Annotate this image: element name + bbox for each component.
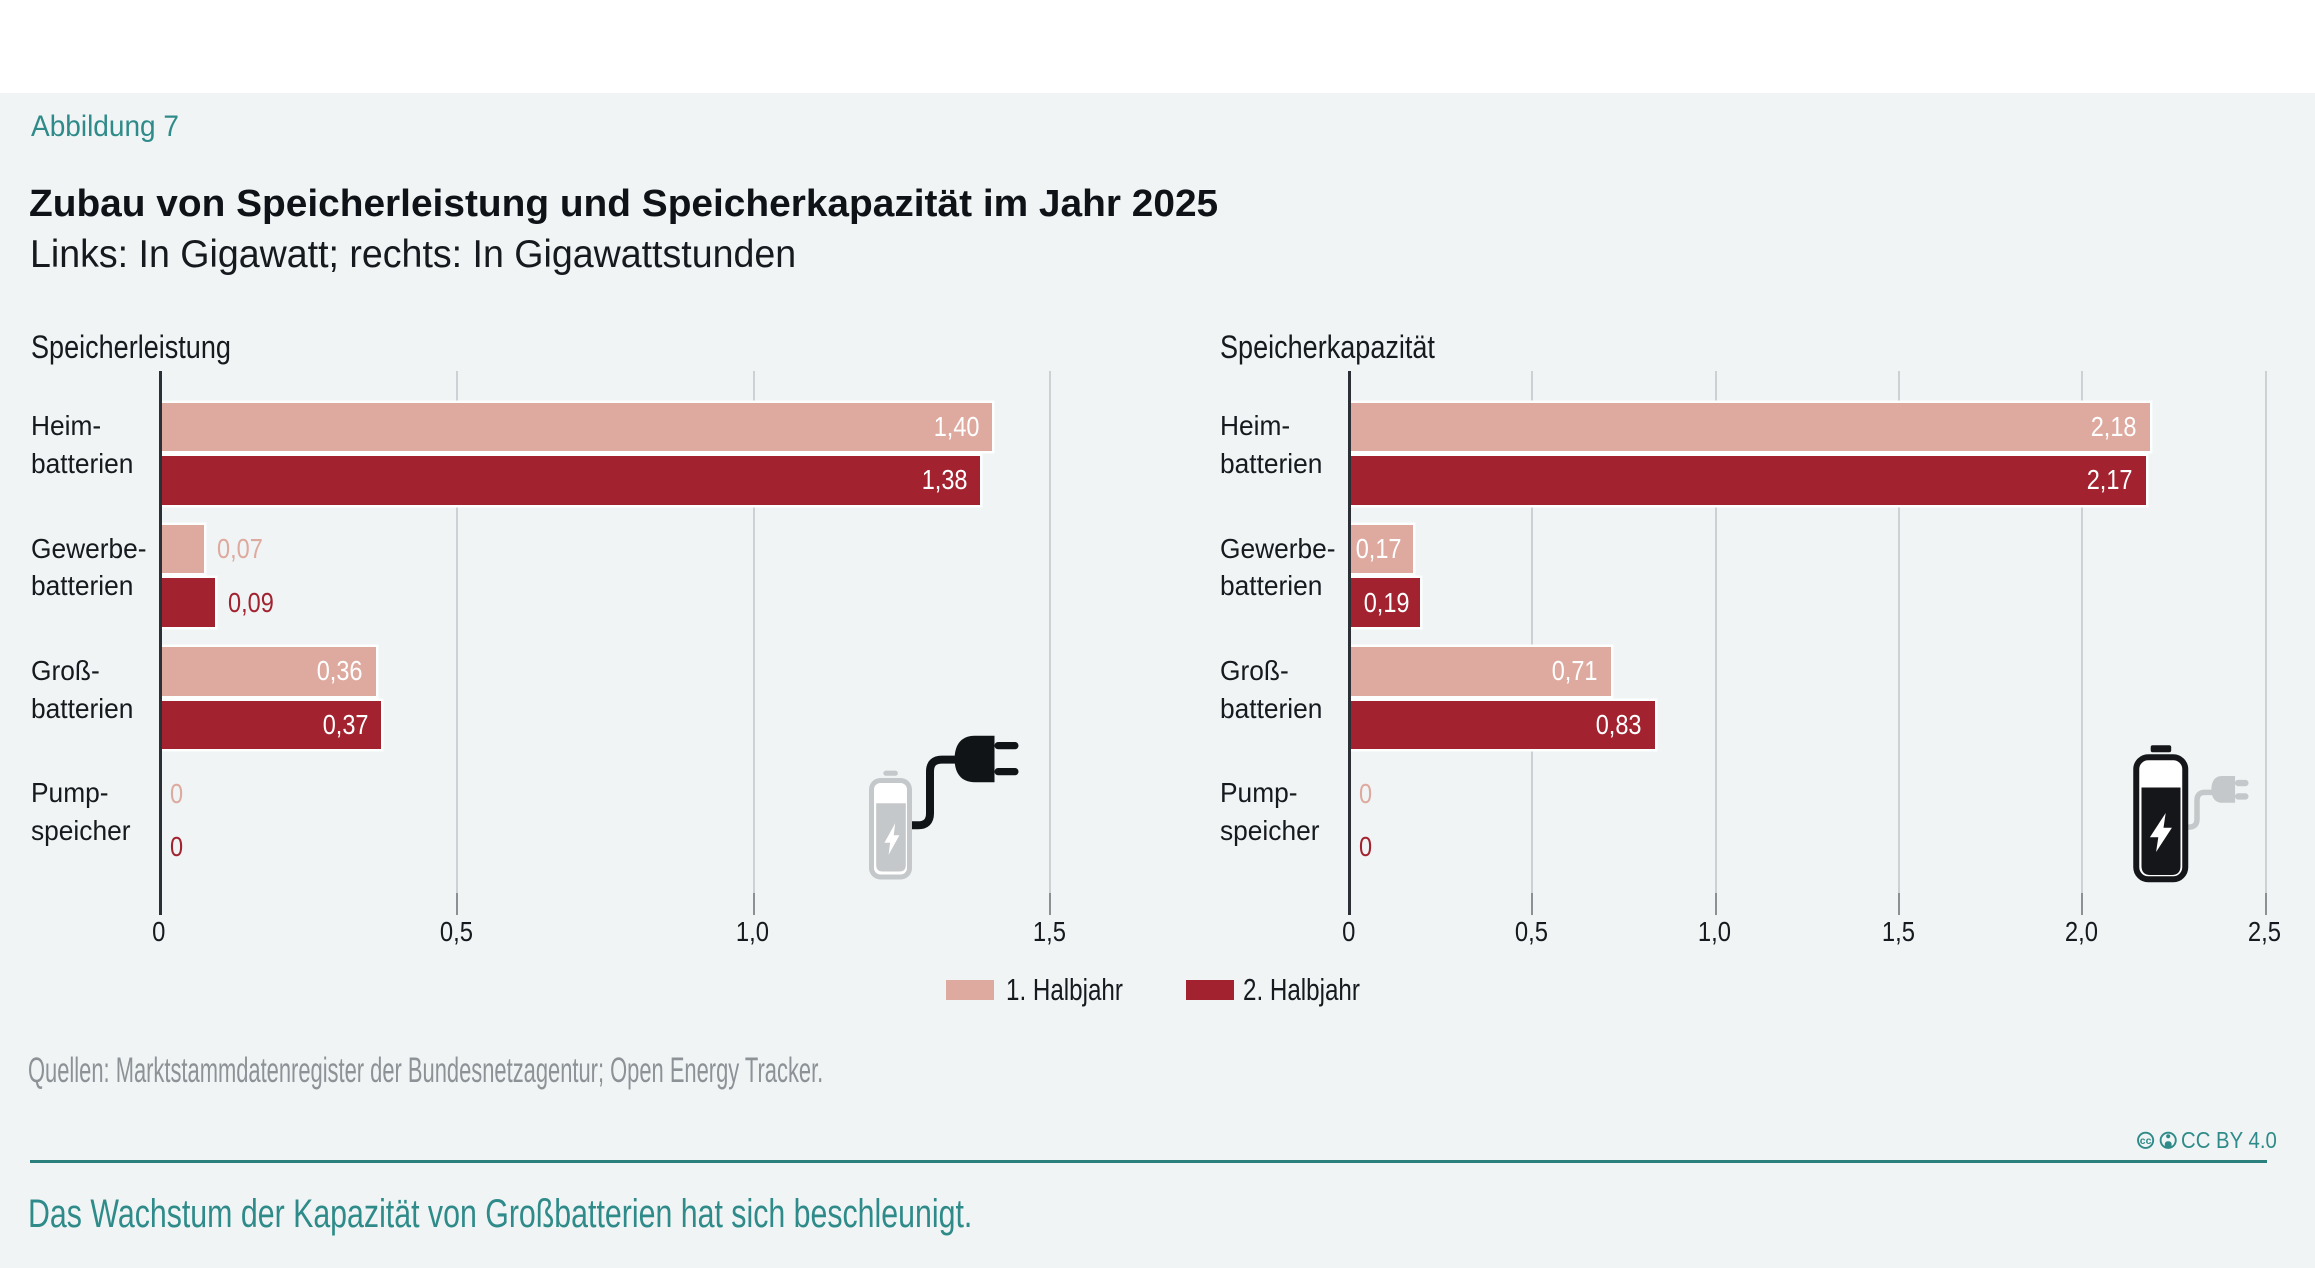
svg-text:cc: cc: [2140, 1135, 2152, 1147]
